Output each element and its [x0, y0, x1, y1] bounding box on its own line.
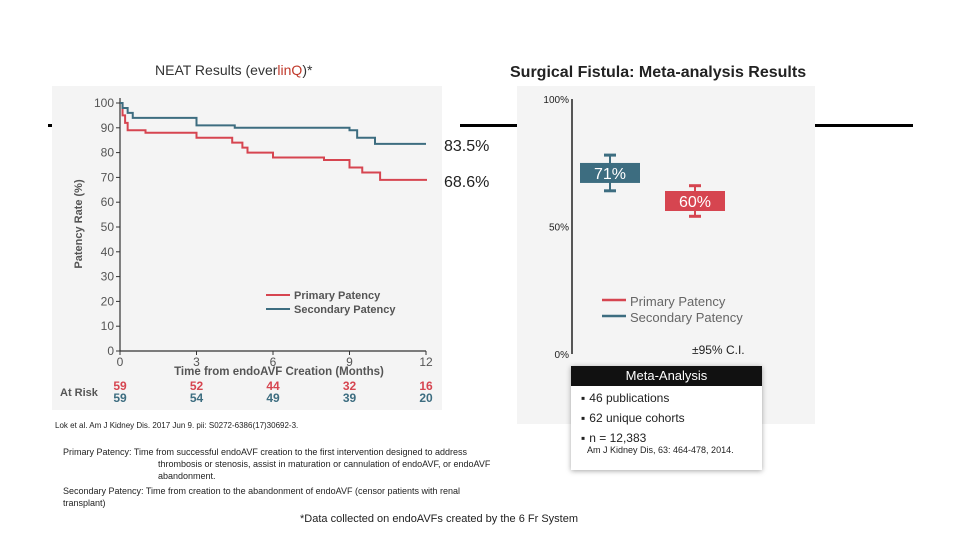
meta-item-n: n = 12,383 — [581, 431, 685, 451]
meta-item-publications: 46 publications — [581, 391, 685, 411]
meta-analysis-box: Meta-Analysis 46 publications 62 unique … — [571, 366, 762, 470]
primary-definition-3: abandonment. — [158, 471, 216, 481]
title-prefix: NEAT Results (ever — [155, 62, 278, 78]
meta-y-tick-label: 0% — [555, 350, 570, 361]
divider-right — [815, 124, 913, 127]
primary-value-box — [665, 191, 725, 211]
secondary-definition-2: transplant) — [63, 498, 106, 508]
km-y-tick-label: 0 — [107, 344, 114, 358]
meta-item-cohorts: 62 unique cohorts — [581, 411, 684, 431]
at-risk-secondary: 49 — [266, 391, 280, 405]
at-risk-primary: 32 — [343, 379, 357, 393]
km-citation: Lok et al. Am J Kidney Dis. 2017 Jun 9. … — [55, 421, 299, 430]
at-risk-primary: 52 — [190, 379, 204, 393]
secondary-final-callout: 83.5% — [444, 138, 490, 155]
km-x-tick-label: 6 — [270, 355, 277, 369]
title-suffix: )* — [302, 62, 313, 78]
km-y-tick-label: 100 — [94, 96, 114, 110]
legend-secondary-label: Secondary Patency — [294, 304, 396, 316]
legend-primary-label: Primary Patency — [294, 290, 381, 302]
secondary-definition-1: Secondary Patency: Time from creation to… — [63, 486, 461, 496]
meta-legend-primary-label: Primary Patency — [630, 294, 726, 309]
meta-y-tick-label: 100% — [543, 95, 569, 106]
km-y-tick-label: 30 — [101, 270, 115, 284]
meta-citation: Am J Kidney Dis, 63: 464-478, 2014. — [587, 445, 734, 455]
primary-final-callout: 68.6% — [444, 174, 490, 191]
at-risk-primary: 16 — [419, 379, 433, 393]
km-y-tick-label: 90 — [101, 121, 115, 135]
km-x-label: Time from endoAVF Creation (Months) — [174, 366, 384, 378]
at-risk-secondary: 59 — [113, 391, 127, 405]
km-x-tick-label: 0 — [117, 355, 124, 369]
km-chart-panel — [52, 86, 442, 410]
km-y-tick-label: 10 — [101, 319, 115, 333]
km-y-label: Patency Rate (%) — [73, 179, 85, 269]
km-x-tick-label: 3 — [193, 355, 200, 369]
km-chart: 0 10 20 30 40 50 60 70 80 90 100 0 3 6 9 12 Patency Ra… — [60, 96, 433, 405]
left-chart-title: NEAT Results (everlinQ)* — [155, 62, 312, 78]
primary-patency-line — [120, 102, 427, 181]
meta-legend-secondary-label: Secondary Patency — [630, 310, 743, 325]
km-y-tick-label: 40 — [101, 245, 115, 259]
at-risk-secondary: 54 — [190, 391, 204, 405]
ci-label: ±95% C.I. — [692, 343, 745, 357]
km-y-tick-label: 20 — [101, 294, 115, 308]
primary-definition-2: thrombosis or stenosis, assist in matura… — [158, 459, 491, 469]
km-y-tick-label: 50 — [101, 220, 115, 234]
secondary-value-label: 71% — [594, 166, 626, 183]
footnote: *Data collected on endoAVFs created by t… — [300, 513, 578, 525]
primary-value-label: 60% — [679, 194, 711, 211]
meta-analysis-header: Meta-Analysis — [571, 366, 762, 386]
meta-chart: 0% 50% 100% 60% 71% Primary Patency Seconda… — [543, 95, 743, 361]
at-risk-primary: 59 — [113, 379, 127, 393]
at-risk-secondary: 39 — [343, 391, 357, 405]
at-risk-label: At Risk — [60, 387, 99, 399]
primary-definition-1: Primary Patency: Time from successful en… — [63, 447, 468, 457]
title-brand: linQ — [277, 62, 303, 78]
secondary-patency-line — [120, 102, 426, 145]
km-y-tick-label: 70 — [101, 170, 115, 184]
secondary-value-box — [580, 162, 640, 183]
km-y-tick-label: 80 — [101, 146, 115, 160]
km-x-tick-label: 12 — [419, 355, 433, 369]
km-y-tick-label: 60 — [101, 195, 115, 209]
meta-y-tick-label: 50% — [549, 223, 569, 234]
right-chart-title: Surgical Fistula: Meta-analysis Results — [510, 64, 807, 81]
meta-analysis-list: 46 publications 62 unique cohorts n = 12… — [581, 391, 685, 451]
km-x-tick-label: 9 — [346, 355, 353, 369]
at-risk-secondary: 20 — [419, 391, 433, 405]
at-risk-primary: 44 — [266, 379, 280, 393]
